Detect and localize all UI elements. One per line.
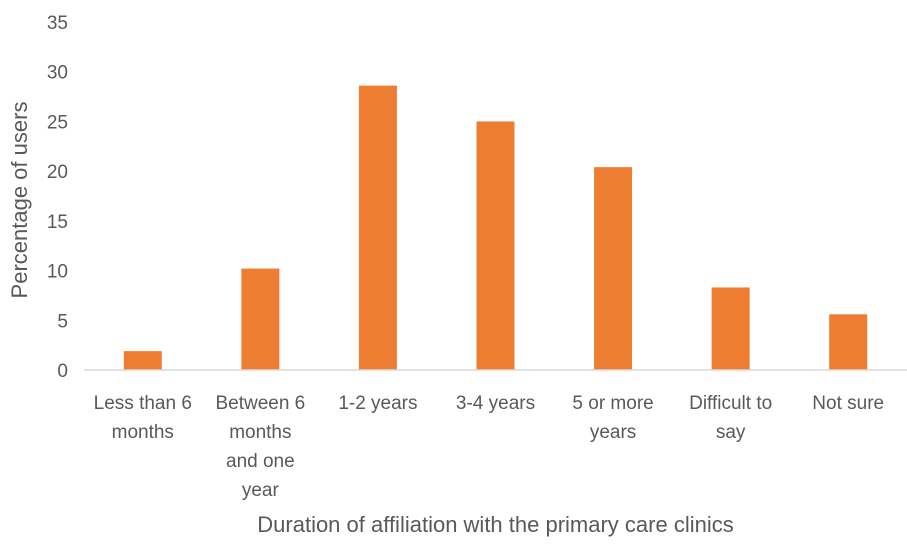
- x-axis-title: Duration of affiliation with the primary…: [257, 512, 733, 537]
- bar: [358, 85, 397, 371]
- y-axis-title: Percentage of users: [7, 102, 32, 299]
- bar: [476, 121, 515, 370]
- x-category-label-line: 1-2 years: [338, 393, 417, 414]
- bar: [829, 314, 868, 370]
- bars-group: [123, 85, 868, 371]
- bar: [241, 268, 280, 370]
- x-category-label-line: 5 or more: [572, 393, 653, 414]
- x-category-label-line: months: [229, 422, 291, 443]
- x-category-label: Between 6 months and one year: [215, 393, 305, 501]
- y-tick-label: 30: [47, 63, 68, 84]
- x-category-label-line: Less than 6: [94, 393, 192, 414]
- x-category-label: Less than 6 months: [94, 393, 192, 443]
- x-category-label: 5 or more years: [572, 393, 653, 443]
- y-tick-label: 25: [47, 112, 68, 133]
- x-category-label-line: Not sure: [812, 393, 884, 414]
- x-category-label: Not sure: [812, 393, 884, 414]
- x-category-label-line: years: [590, 422, 636, 443]
- x-category-label-line: and one: [226, 451, 295, 472]
- x-category-label-line: months: [112, 422, 174, 443]
- y-tick-label: 20: [47, 162, 68, 183]
- x-category-label: 3-4 years: [456, 393, 535, 414]
- x-category-label-line: Between 6: [215, 393, 305, 414]
- y-axis-ticks: 0 5 10 15 20 25 30 35: [47, 13, 68, 382]
- y-tick-label: 0: [57, 361, 68, 382]
- y-tick-label: 5: [57, 311, 68, 332]
- y-tick-label: 10: [47, 262, 68, 283]
- x-category-label-line: 3-4 years: [456, 393, 535, 414]
- y-tick-label: 15: [47, 212, 68, 233]
- bar: [594, 167, 633, 370]
- x-category-label: Difficult to say: [689, 393, 772, 443]
- x-category-label-line: year: [242, 480, 280, 501]
- x-category-label-line: say: [716, 422, 746, 443]
- y-tick-label: 35: [47, 13, 68, 34]
- x-axis-categories: Less than 6 months Between 6 months and one y…: [94, 393, 884, 501]
- bar: [711, 287, 750, 370]
- x-category-label: 1-2 years: [338, 393, 417, 414]
- bar: [123, 351, 162, 370]
- x-category-label-line: Difficult to: [689, 393, 772, 414]
